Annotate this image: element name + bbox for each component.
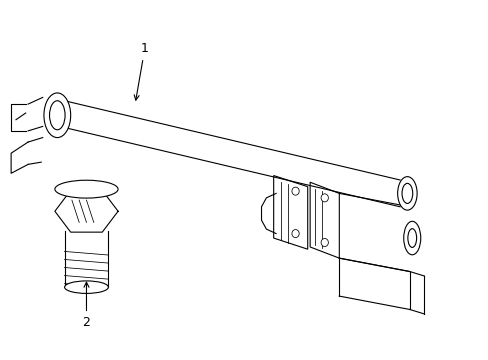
- Text: 1: 1: [134, 42, 148, 100]
- Ellipse shape: [64, 281, 108, 293]
- Ellipse shape: [407, 229, 416, 247]
- Ellipse shape: [321, 194, 328, 202]
- Ellipse shape: [55, 180, 118, 198]
- Ellipse shape: [291, 187, 299, 195]
- Ellipse shape: [397, 177, 416, 210]
- Ellipse shape: [49, 101, 65, 130]
- Ellipse shape: [44, 93, 71, 138]
- Text: 2: 2: [82, 282, 90, 329]
- Ellipse shape: [321, 238, 328, 247]
- Ellipse shape: [403, 221, 420, 255]
- Ellipse shape: [291, 230, 299, 238]
- Ellipse shape: [401, 183, 412, 203]
